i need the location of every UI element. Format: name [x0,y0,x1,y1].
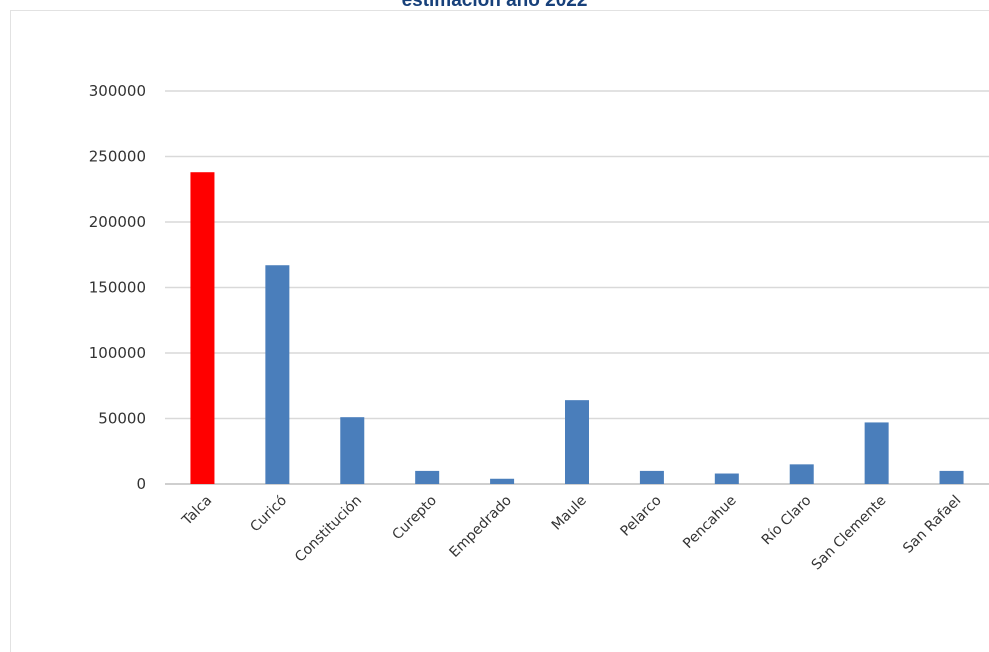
bar-empedrado [490,478,515,484]
x-category-label: Curepto [389,493,440,544]
y-tick-label: 200000 [89,213,146,231]
x-category-label: Maule [549,493,590,534]
bar-pelarco [639,470,664,484]
x-category-label: Empedrado [447,493,515,561]
bar-curicó [265,265,290,484]
bars [190,172,964,484]
y-axis-ticks: 0 50000 100000 150000 200000 250000 300000 [89,82,146,493]
bar-maule [565,400,589,484]
bar-río-claro [789,464,814,484]
x-category-label: Constitución [292,493,365,566]
bar-talca [190,172,215,484]
chart-title: estimación año 2022 [401,0,588,11]
y-tick-label: 300000 [89,82,146,100]
y-tick-label: 250000 [89,148,146,166]
x-category-label: Pencahue [680,493,739,552]
bar-pencahue [714,473,739,484]
x-category-label: San Clemente [809,493,890,574]
chart-frame-left [10,10,11,652]
bar-constitución [340,417,365,484]
x-category-label: Pelarco [618,493,665,540]
y-tick-label: 150000 [89,279,146,297]
bar-san-clemente [864,422,889,484]
y-tick-label: 100000 [89,344,146,362]
x-category-label: Río Claro [759,493,815,549]
chart-frame-top [10,10,989,11]
bar-curepto [415,470,440,484]
bar-san-rafael [939,470,964,484]
y-tick-label: 0 [136,475,146,493]
y-tick-label: 50000 [98,410,146,428]
x-category-label: San Rafael [900,493,964,557]
x-category-label: Talca [179,493,216,530]
x-category-label: Curicó [247,493,290,536]
x-axis-labels: Talca Curicó Constitución Curepto Empedrado M… [179,493,965,574]
